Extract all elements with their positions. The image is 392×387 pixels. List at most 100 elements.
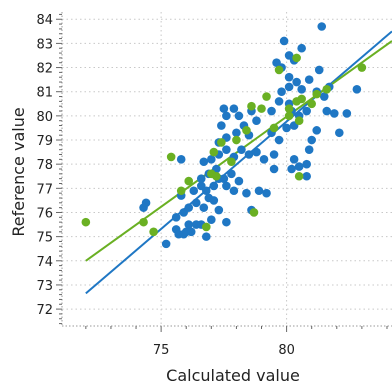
axes [56, 12, 392, 332]
data-point [312, 89, 322, 99]
y-tick-label: 83 [36, 37, 53, 52]
data-point [81, 217, 91, 227]
data-point [297, 43, 306, 53]
data-point [139, 217, 148, 227]
data-point [284, 51, 294, 60]
y-tick-label: 78 [36, 158, 53, 173]
data-point [319, 92, 329, 101]
data-point [252, 116, 261, 125]
data-point [287, 164, 296, 174]
data-point [227, 157, 236, 167]
data-point [199, 203, 209, 212]
data-point [259, 155, 269, 164]
data-point [307, 135, 316, 145]
data-point [322, 106, 332, 116]
y-tick-label: 80 [36, 110, 53, 125]
data-point [284, 111, 294, 121]
data-point [227, 169, 236, 179]
data-point [352, 84, 362, 94]
data-point [302, 159, 311, 169]
data-point [234, 176, 244, 186]
data-point [207, 215, 216, 225]
data-point [201, 232, 211, 241]
data-point [284, 72, 294, 82]
data-point [252, 147, 261, 157]
data-point [254, 186, 264, 196]
data-point [317, 22, 327, 31]
data-point [304, 75, 314, 84]
data-point [229, 186, 239, 196]
data-point [269, 123, 279, 133]
data-point [222, 181, 231, 191]
data-point [201, 222, 211, 232]
data-point [222, 145, 231, 154]
data-point [217, 138, 226, 147]
data-point [217, 121, 226, 130]
data-point [186, 227, 196, 237]
y-tick-label: 74 [36, 255, 53, 270]
data-point [322, 84, 332, 94]
data-point [242, 126, 251, 135]
data-point [212, 171, 221, 181]
data-point [294, 171, 304, 181]
data-point [232, 128, 241, 138]
y-tick-label: 82 [36, 62, 53, 77]
fit-line [85, 30, 392, 295]
data-points [81, 22, 367, 249]
y-tick-label: 79 [36, 134, 53, 149]
data-point [141, 198, 151, 208]
data-point [294, 162, 304, 171]
y-tick-label: 73 [36, 279, 53, 294]
data-point [207, 155, 216, 164]
y-tick-label: 72 [36, 303, 53, 318]
x-axis-title: Calculated value [166, 366, 300, 385]
y-tick-label: 76 [36, 206, 53, 221]
data-point [314, 65, 324, 75]
data-point [284, 82, 294, 92]
data-point [274, 97, 284, 106]
data-point [292, 53, 301, 63]
data-point [307, 99, 316, 109]
data-point [196, 174, 206, 183]
data-point [166, 152, 176, 162]
data-point [274, 135, 284, 145]
data-point [269, 150, 279, 159]
data-point [214, 205, 224, 215]
data-point [274, 65, 284, 75]
data-point [312, 126, 322, 135]
data-point [234, 111, 244, 121]
data-point [209, 196, 219, 205]
data-point [304, 145, 314, 154]
x-tick-label: 80 [278, 343, 295, 358]
data-point [199, 157, 209, 167]
data-point [176, 186, 186, 196]
data-point [184, 203, 194, 212]
data-point [201, 186, 211, 196]
data-point [209, 181, 219, 191]
y-tick-label: 84 [36, 13, 53, 28]
data-point [222, 217, 231, 227]
y-tick-label: 81 [36, 86, 53, 101]
fit-lines [85, 30, 392, 295]
y-tick-label: 75 [36, 231, 53, 246]
data-point [272, 58, 281, 68]
data-point [171, 213, 181, 222]
y-tick-label: 77 [36, 182, 53, 197]
y-axis-title: Reference value [9, 107, 28, 236]
data-point [184, 176, 194, 186]
data-point [284, 104, 294, 113]
data-point [176, 155, 186, 164]
data-point [229, 104, 239, 113]
data-point [262, 188, 271, 198]
data-point [302, 106, 311, 116]
data-point [335, 128, 344, 138]
data-point [244, 150, 254, 159]
data-point [209, 147, 219, 157]
x-tick-label: 75 [153, 343, 170, 358]
data-point [191, 198, 201, 208]
data-point [297, 94, 306, 104]
data-point [292, 77, 301, 87]
data-point [302, 171, 311, 181]
data-point [184, 220, 194, 229]
